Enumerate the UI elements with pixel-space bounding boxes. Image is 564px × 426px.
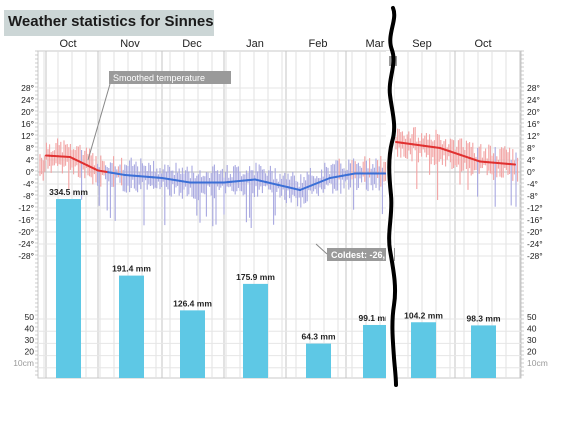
chart-title: Weather statistics for Sinnes	[8, 13, 214, 30]
smoothed-label-box	[109, 71, 231, 84]
month-label-left: Dec	[182, 38, 202, 50]
precip-value-label: 64.3 mm	[301, 332, 335, 342]
temp-tick-right: -12°	[527, 203, 543, 213]
precip-tick-left: 50	[25, 312, 35, 322]
temp-tick-right: 4°	[527, 155, 535, 165]
temp-tick-left: 16°	[21, 119, 34, 129]
precip-bar	[363, 324, 388, 378]
temp-tick-right: 20°	[527, 107, 540, 117]
precip-tick-right: 50	[527, 312, 537, 322]
smoothed-label: Smoothed temperature	[113, 73, 205, 83]
temp-tick-left: -8°	[23, 191, 34, 201]
precip-tick-right: 20	[527, 347, 537, 357]
precip-tick-left: 20	[25, 347, 35, 357]
temp-tick-left: 0°	[26, 167, 34, 177]
temp-tick-left: -28°	[18, 251, 34, 261]
title-panel: Weather statistics for Sinnes	[4, 10, 214, 36]
month-label-right: Sep	[412, 38, 432, 50]
cut-line	[387, 6, 398, 387]
smoothed-pointer	[87, 83, 111, 161]
precip-tick-left: 40	[25, 324, 35, 334]
temp-tick-right: 8°	[527, 143, 535, 153]
precip-bar	[471, 325, 496, 378]
precip-value-label: 126.4 mm	[173, 298, 212, 308]
temp-tick-right: 28°	[527, 83, 540, 93]
month-label-left: Feb	[309, 38, 328, 50]
precip-bar	[411, 322, 436, 378]
temp-tick-right: 16°	[527, 119, 540, 129]
temp-tick-left: 4°	[26, 155, 34, 165]
temp-tick-left: 20°	[21, 107, 34, 117]
temp-tick-right: 0°	[527, 167, 535, 177]
coldest-label-box	[327, 248, 395, 261]
precip-tick-right: 30	[527, 335, 537, 345]
precip-bar	[119, 275, 144, 378]
temp-tick-right: 12°	[527, 131, 540, 141]
cut-marker	[386, 6, 398, 387]
month-label-left: Jan	[246, 38, 264, 50]
precip-value-label: 191.4 mm	[112, 264, 151, 274]
precip-bar	[56, 199, 81, 378]
precip-bar	[243, 283, 268, 378]
temp-tick-left: 28°	[21, 83, 34, 93]
temp-tick-left: 8°	[26, 143, 34, 153]
annotations: Smoothed temperature Coldest: -26,	[87, 71, 395, 261]
temp-tick-right: -28°	[527, 251, 543, 261]
temp-tick-right: -20°	[527, 227, 543, 237]
month-label-right: Oct	[474, 38, 491, 50]
precip-value-label: 104.2 mm	[404, 310, 443, 320]
precip-tick-right: 40	[527, 324, 537, 334]
temp-tick-left: 24°	[21, 95, 34, 105]
coldest-pointer	[315, 243, 328, 255]
temp-tick-right: 24°	[527, 95, 540, 105]
month-label-left: Mar	[366, 38, 385, 50]
temp-tick-right: -4°	[527, 179, 538, 189]
temp-tick-right: -24°	[527, 239, 543, 249]
precip-tick-left: 10cm	[13, 358, 34, 368]
precip-tick-right: 10cm	[527, 358, 548, 368]
temp-tick-right: -16°	[527, 215, 543, 225]
precip-value-label: 99.1 mm	[358, 313, 392, 323]
month-label-left: Oct	[59, 38, 76, 50]
axis-labels: Oct Nov Dec Jan Feb Mar Sep Oct 28° 28° 24° 24° 20° 2…	[13, 38, 548, 368]
precip-value-label: 334.5 mm	[49, 187, 88, 197]
temp-tick-left: -16°	[18, 215, 34, 225]
precipitation-bars: 334.5 mm 191.4 mm 126.4 mm 175.9 mm 64.3 mm 9…	[49, 187, 501, 378]
precip-value-label: 175.9 mm	[236, 272, 275, 282]
precip-bar	[180, 310, 205, 378]
grid	[35, 50, 524, 379]
precip-bar	[306, 343, 331, 378]
temp-tick-left: -20°	[18, 227, 34, 237]
temp-tick-left: 12°	[21, 131, 34, 141]
temp-tick-left: -12°	[18, 203, 34, 213]
month-label-left: Nov	[120, 38, 140, 50]
temp-tick-left: -4°	[23, 179, 34, 189]
precip-tick-left: 30	[25, 335, 35, 345]
precip-value-label: 98.3 mm	[466, 313, 500, 323]
temp-tick-left: -24°	[18, 239, 34, 249]
temp-tick-right: -8°	[527, 191, 538, 201]
coldest-label: Coldest: -26,	[331, 250, 385, 260]
daily-temperature-bars	[39, 126, 519, 228]
plot-frame	[37, 50, 522, 379]
